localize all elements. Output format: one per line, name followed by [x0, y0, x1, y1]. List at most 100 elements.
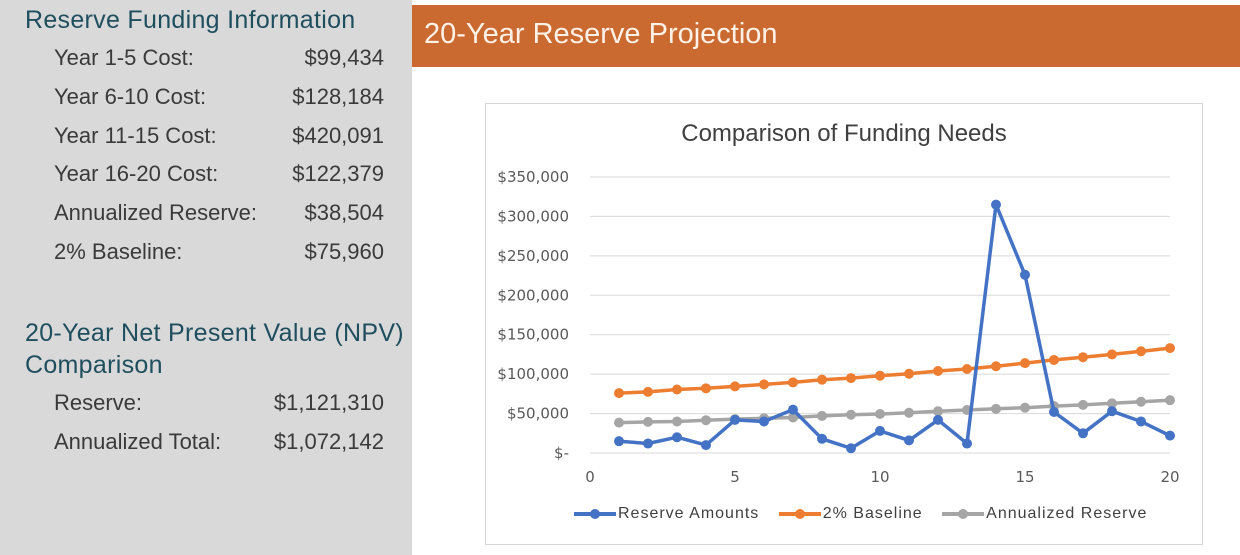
y-tick-label: $100,000 [497, 365, 569, 383]
data-point [904, 368, 914, 379]
funding-row: Year 11-15 Cost: $420,091 [54, 123, 384, 153]
funding-row: Annualized Reserve: $38,504 [54, 200, 384, 230]
funding-section-title: Reserve Funding Information [25, 6, 356, 34]
data-point [788, 412, 798, 423]
data-point [817, 374, 827, 385]
funding-row-value: $128,184 [292, 84, 384, 109]
x-tick-label: 10 [870, 468, 889, 486]
data-point [701, 383, 711, 394]
data-point [672, 416, 682, 427]
data-point [1049, 406, 1059, 417]
data-point [759, 379, 769, 390]
funding-row-value: $122,379 [292, 161, 384, 186]
data-point [1020, 269, 1030, 280]
npv-row-label: Reserve: [54, 390, 143, 415]
data-point [875, 425, 885, 436]
data-point [1165, 395, 1175, 406]
data-point [614, 436, 624, 447]
funding-row: 2% Baseline: $75,960 [54, 239, 384, 269]
legend-item-reserve-amounts: Reserve Amounts [574, 505, 759, 523]
data-point [817, 433, 827, 444]
data-point [817, 410, 827, 421]
funding-row: Year 16-20 Cost: $122,379 [54, 161, 384, 191]
data-point [1078, 399, 1088, 410]
data-point [701, 440, 711, 451]
data-point [1020, 402, 1030, 413]
y-tick-label: $- [554, 444, 569, 462]
data-point [1107, 398, 1117, 409]
legend-item-2pct-baseline: 2% Baseline [778, 505, 923, 523]
banner-title: 20-Year Reserve Projection [424, 18, 778, 50]
legend-swatch-reserve-amounts [574, 508, 616, 519]
data-point [759, 416, 769, 427]
npv-section-title: 20-Year Net Present Value (NPV) [25, 319, 404, 347]
y-tick-label: $200,000 [497, 286, 569, 304]
npv-row: Reserve: $1,121,310 [54, 390, 384, 420]
data-point [643, 386, 653, 397]
legend-swatch-annualized-reserve [942, 508, 985, 519]
chart-title: Comparison of Funding Needs [681, 120, 1007, 147]
data-point [1165, 430, 1175, 441]
data-point [1136, 416, 1146, 427]
data-point [1078, 428, 1088, 439]
data-point [1165, 343, 1175, 354]
data-point [730, 414, 740, 425]
data-point [875, 370, 885, 381]
data-point [962, 438, 972, 449]
data-point [614, 388, 624, 399]
data-point [904, 435, 914, 446]
y-tick-label: $250,000 [497, 247, 569, 265]
npv-row-label: Annualized Total: [54, 429, 222, 454]
data-point [1136, 396, 1146, 407]
data-point [1049, 354, 1059, 365]
data-point [991, 199, 1001, 210]
data-point [933, 414, 943, 425]
data-point [991, 403, 1001, 414]
data-point [1107, 406, 1117, 417]
data-point [875, 408, 885, 419]
y-tick-label: $50,000 [507, 405, 569, 423]
data-point [672, 432, 682, 443]
data-point [672, 384, 682, 395]
x-tick-label: 15 [1015, 468, 1034, 486]
data-point [614, 417, 624, 428]
y-tick-label: $150,000 [497, 326, 569, 344]
data-point [962, 364, 972, 375]
funding-row: Year 1-5 Cost: $99,434 [54, 45, 384, 75]
funding-row-label: Year 11-15 Cost: [54, 123, 217, 148]
line-chart: $- $50,000 $100,000 $150,000 $200,000 $250,00… [497, 168, 1179, 486]
data-point [1078, 352, 1088, 363]
y-tick-label: $350,000 [497, 168, 569, 186]
funding-row-value: $99,434 [304, 45, 384, 70]
projection-banner: 20-Year Reserve Projection [412, 5, 1240, 67]
funding-row-value: $420,091 [292, 123, 384, 148]
funding-row-label: 2% Baseline: [54, 239, 183, 264]
data-point [933, 365, 943, 376]
data-point [701, 415, 711, 426]
funding-row: Year 6-10 Cost: $128,184 [54, 84, 384, 114]
funding-row-label: Year 6-10 Cost: [54, 84, 207, 109]
npv-section-title-line2: Comparison [25, 351, 163, 379]
legend-label: Annualized Reserve [986, 505, 1148, 522]
funding-row-label: Year 1-5 Cost: [54, 45, 194, 70]
left-panel: Reserve Funding Information Year 1-5 Cos… [0, 0, 412, 555]
legend-label: Reserve Amounts [618, 505, 760, 522]
npv-row-value: $1,121,310 [273, 390, 384, 415]
npv-row-value: $1,072,142 [273, 429, 384, 454]
data-point [933, 406, 943, 417]
data-point [643, 438, 653, 449]
legend-item-annualized-reserve: Annualized Reserve [942, 505, 1147, 523]
x-tick-label: 20 [1160, 468, 1179, 486]
data-point [643, 416, 653, 427]
data-point [1136, 346, 1146, 357]
series-line-reserve-amounts [618, 202, 1171, 451]
data-point [846, 409, 856, 420]
funding-row-value: $38,504 [304, 200, 384, 225]
chart-legend: Reserve Amounts 2% Baseline Annualized R… [574, 505, 1161, 523]
funding-row-value: $75,960 [304, 239, 384, 264]
data-point [846, 373, 856, 384]
funding-row-label: Annualized Reserve: [54, 200, 258, 225]
data-point [1020, 358, 1030, 369]
funding-row-label: Year 16-20 Cost: [54, 161, 219, 186]
data-point [730, 381, 740, 392]
